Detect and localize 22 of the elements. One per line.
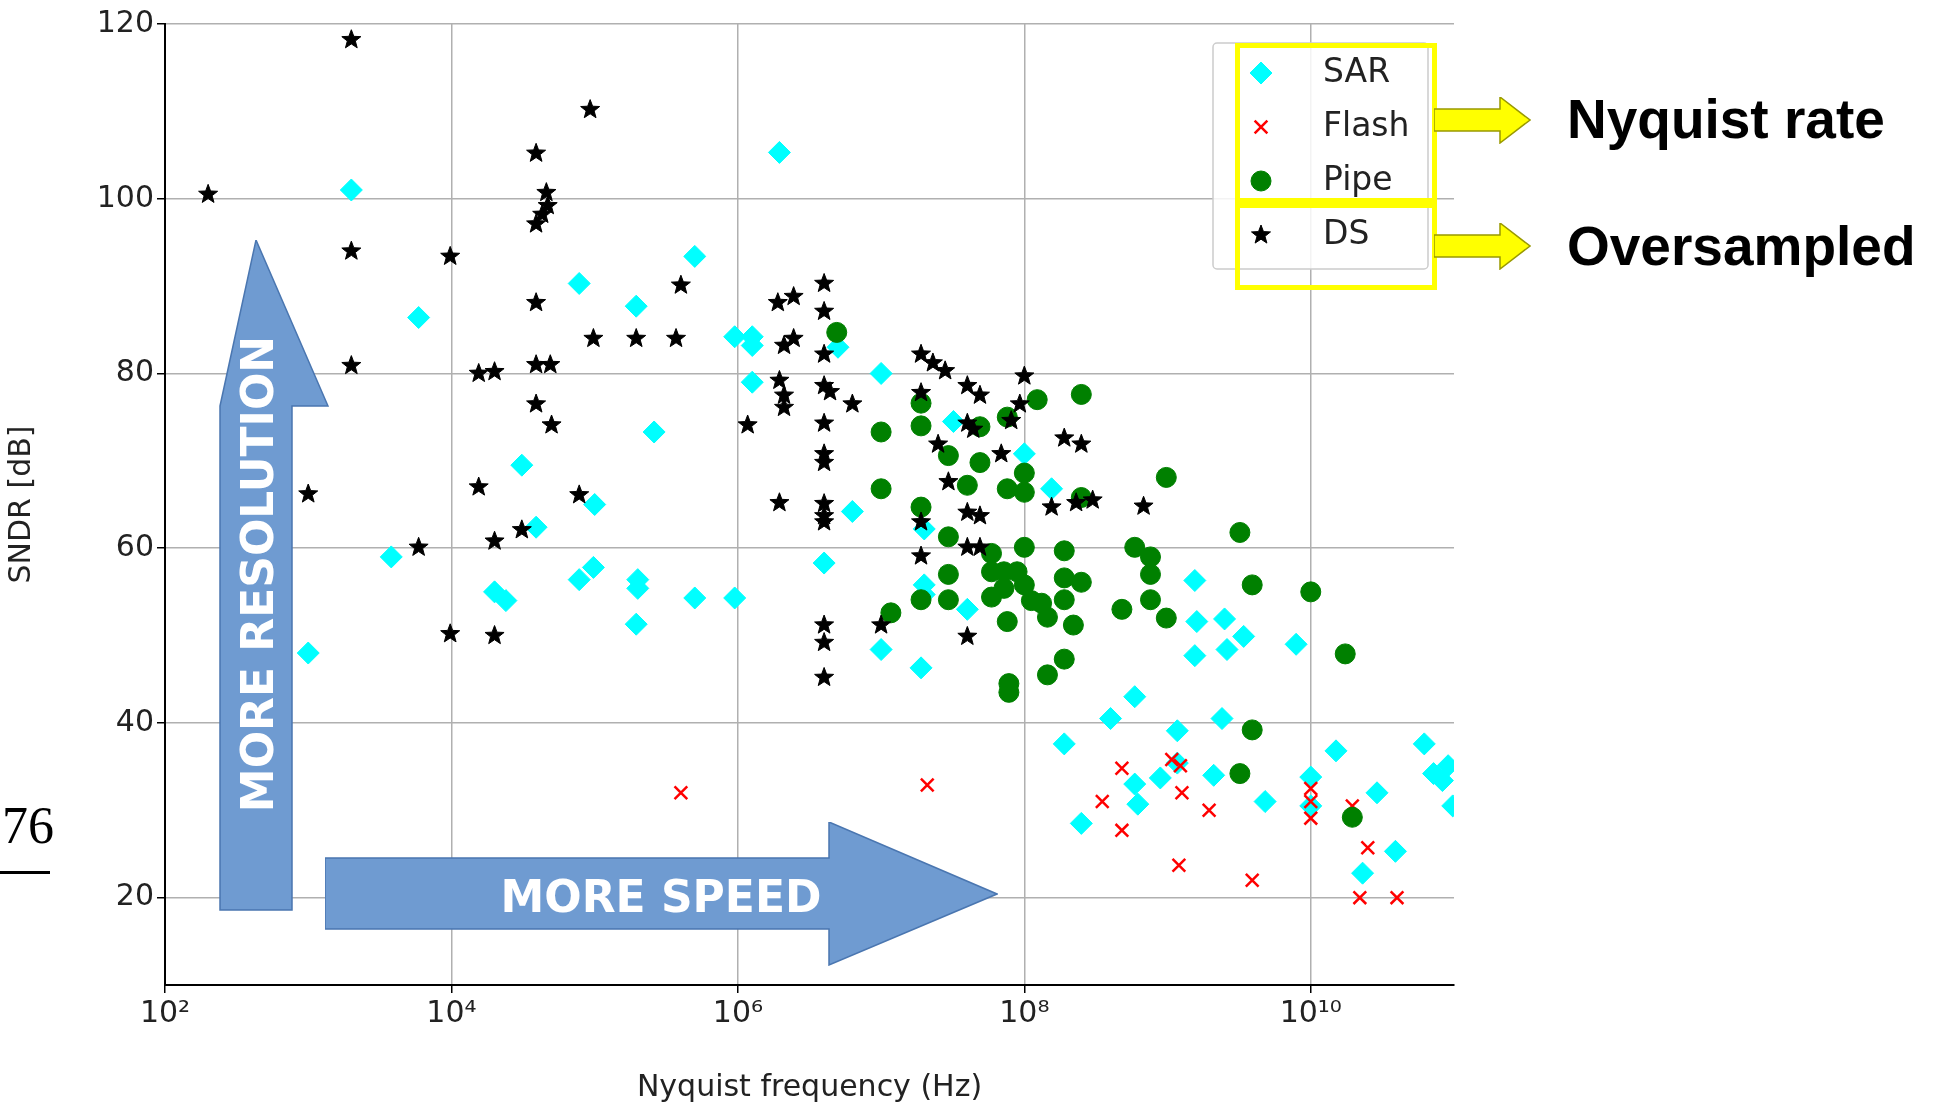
legend-label: DS	[1323, 212, 1370, 252]
text: 76	[2, 797, 54, 854]
y-axis-title: SNDR [dB]	[1, 425, 37, 584]
x-tick-label: 10⁶	[712, 993, 763, 1029]
y-tick-label: 120	[96, 3, 154, 39]
y-tick-label: 60	[115, 527, 154, 563]
legend-label: Flash	[1323, 104, 1410, 144]
y-tick-label: 20	[115, 877, 154, 913]
y-tick-label: 100	[96, 178, 154, 214]
y-tick-label: 40	[115, 702, 154, 738]
annotation: MORE RESOLUTION	[232, 335, 283, 813]
x-tick-label: 10¹⁰	[1279, 993, 1342, 1029]
text: Oversampled	[1567, 214, 1916, 277]
y-tick-label: 80	[115, 353, 154, 389]
x-tick-label: 10⁸	[999, 993, 1050, 1029]
legend-label: Pipe	[1323, 158, 1393, 198]
x-axis-title: Nyquist frequency (Hz)	[636, 1067, 983, 1103]
x-tick-label: 10²	[139, 993, 191, 1029]
x-tick-label: 10⁴	[426, 993, 477, 1029]
annotation: MORE SPEED	[500, 871, 822, 922]
legend-label: SAR	[1323, 50, 1391, 90]
text: Nyquist rate	[1567, 87, 1885, 150]
